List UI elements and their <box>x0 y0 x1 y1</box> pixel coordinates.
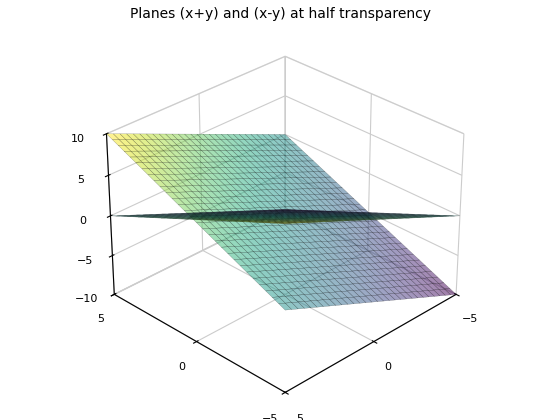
Title: Planes (x+y) and (x-y) at half transparency: Planes (x+y) and (x-y) at half transpare… <box>129 7 431 21</box>
